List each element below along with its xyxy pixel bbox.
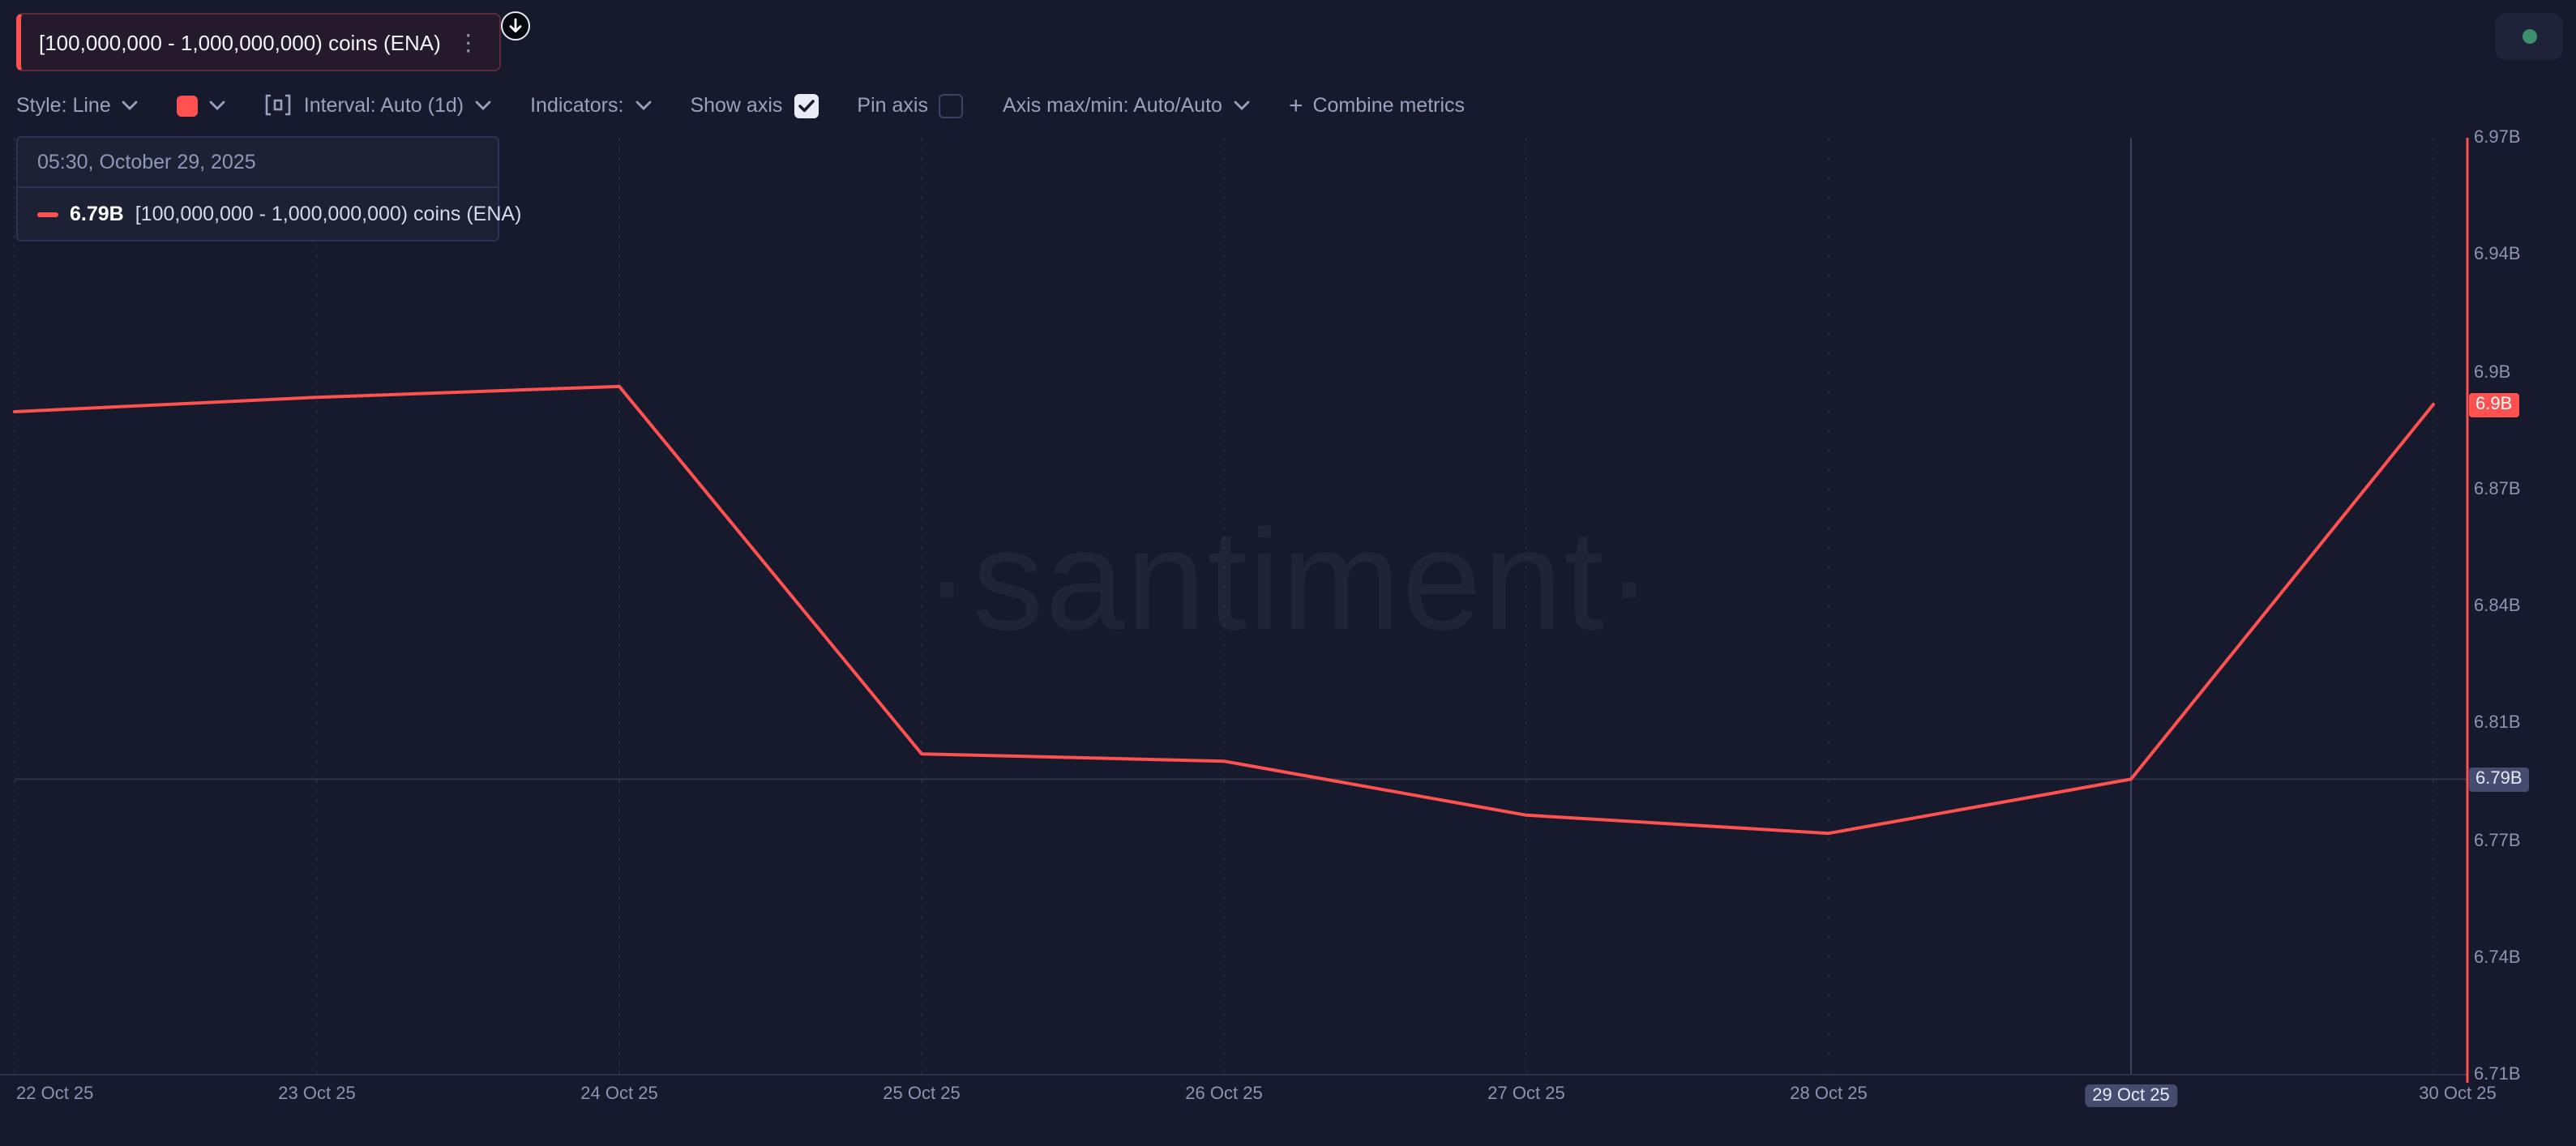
show-axis-checkbox[interactable] [794,93,819,118]
x-axis-tick-label: 25 Oct 25 [883,1084,961,1104]
tooltip-metric-name: [100,000,000 - 1,000,000,000) coins (ENA… [135,203,522,225]
combine-metrics-label: Combine metrics [1312,94,1466,117]
combine-metrics-button[interactable]: + Combine metrics [1289,92,1465,119]
check-icon [798,99,815,112]
pin-axis-checkbox[interactable] [939,93,964,118]
chevron-down-icon [1234,100,1250,110]
chevron-down-icon [210,100,226,110]
interval-dropdown[interactable]: Interval: Auto (1d) [265,94,491,117]
tooltip-timestamp: 05:30, October 29, 2025 [18,138,498,188]
metric-line-series [13,384,2435,836]
chart-tooltip: 05:30, October 29, 2025 6.79B [100,000,0… [16,136,521,242]
y-axis-tick-label: 6.97B [2474,128,2521,148]
x-axis-tick-label: 23 Oct 25 [278,1084,356,1104]
show-axis-label: Show axis [690,94,783,117]
y-axis-tick-label: 6.81B [2474,713,2521,733]
interval-icon [266,94,292,116]
status-widget[interactable] [2495,13,2563,60]
y-axis-badge-crosshair: 6.79B [2469,767,2529,792]
style-dropdown[interactable]: Style: Line [16,94,139,117]
x-axis-tick-label: 30 Oct 25 [2419,1084,2497,1104]
chevron-down-icon [475,100,491,110]
show-axis-toggle[interactable]: Show axis [690,93,819,118]
x-axis-tick-label: 26 Oct 25 [1185,1084,1263,1104]
style-dropdown-label: Style: Line [16,94,111,117]
series-line-icon [37,212,58,216]
y-axis-tick-label: 6.87B [2474,479,2521,499]
x-axis-tick-label: 27 Oct 25 [1487,1084,1565,1104]
y-axis-tick-label: 6.77B [2474,831,2521,850]
pin-axis-label: Pin axis [857,94,928,117]
move-down-icon[interactable] [501,11,530,41]
chevron-down-icon [635,100,651,110]
y-axis-tick-label: 6.9B [2474,362,2511,382]
x-axis-tick-label: 28 Oct 25 [1790,1084,1868,1104]
y-axis-tick-label: 6.84B [2474,597,2521,616]
y-axis-badge-current: 6.9B [2469,392,2519,417]
chart-toolbar: Style: Line Interval: Auto (1d) Indicato… [16,88,1465,123]
chevron-down-icon [122,100,139,110]
indicators-dropdown[interactable]: Indicators: [530,94,651,117]
x-axis-tick-label-highlighted: 29 Oct 25 [2084,1084,2178,1107]
metric-chip[interactable]: [100,000,000 - 1,000,000,000) coins (ENA… [16,13,501,71]
x-axis-tick-label: 24 Oct 25 [580,1084,658,1104]
tooltip-value: 6.79B [70,203,124,225]
metric-chip-label: [100,000,000 - 1,000,000,000) coins (ENA… [39,30,441,54]
pin-axis-toggle[interactable]: Pin axis [857,93,964,118]
series-color-dropdown[interactable] [177,95,226,116]
y-axis-tick-label: 6.94B [2474,245,2521,265]
kebab-menu-icon[interactable]: ⋮ [456,29,480,55]
axis-maxmin-label: Axis max/min: Auto/Auto [1002,94,1222,117]
arrow-down-icon [509,18,522,32]
indicators-dropdown-label: Indicators: [530,94,624,117]
interval-dropdown-label: Interval: Auto (1d) [303,94,464,117]
y-axis-tick-label: 6.74B [2474,947,2521,968]
status-dot-icon [2522,29,2536,44]
plus-icon: + [1288,92,1303,119]
color-swatch-icon [177,95,199,116]
y-axis-tick-label: 6.71B [2474,1065,2521,1084]
x-axis-tick-label: 22 Oct 25 [16,1084,94,1104]
axis-maxmin-dropdown[interactable]: Axis max/min: Auto/Auto [1003,94,1250,117]
tooltip-metric-row: 6.79B [100,000,000 - 1,000,000,000) coin… [18,188,521,240]
